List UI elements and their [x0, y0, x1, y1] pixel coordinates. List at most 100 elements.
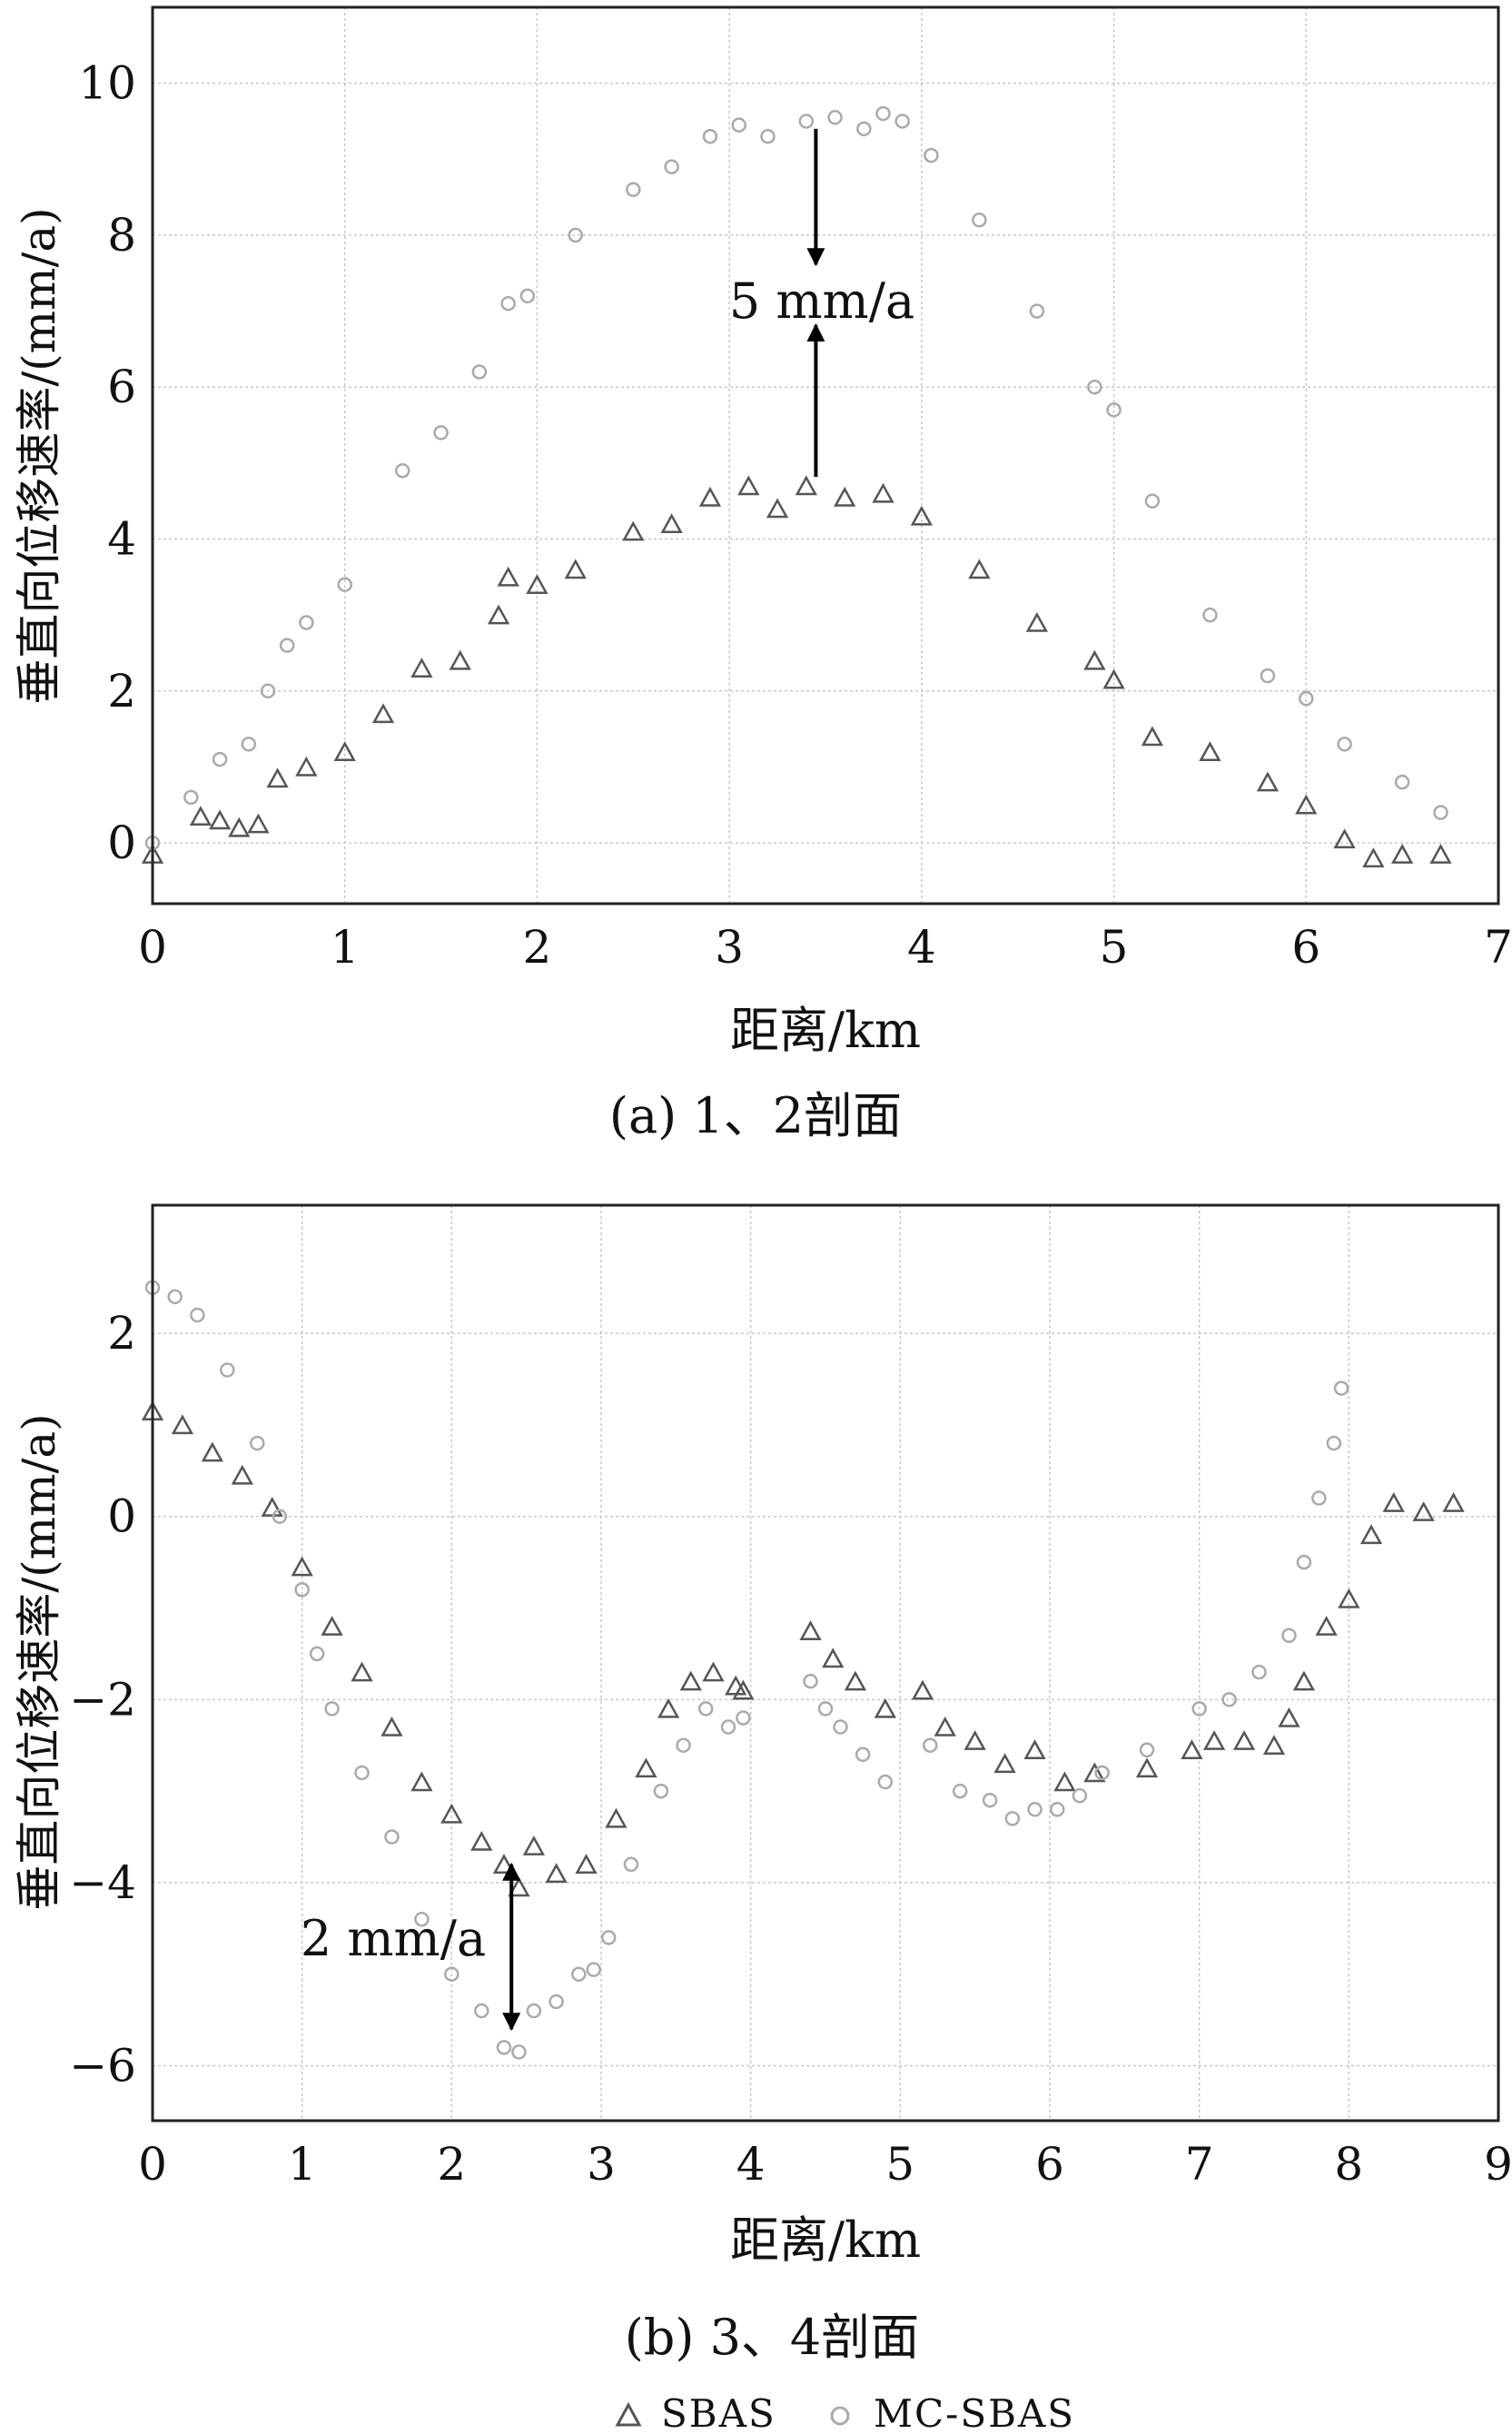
sbas-point: [732, 1679, 755, 1700]
mc-sbas-point: [1139, 1742, 1155, 1758]
chart-a-caption: (a) 1、2剖面: [609, 1087, 902, 1144]
sbas-point: [247, 813, 270, 834]
mc-sbas-point: [827, 110, 843, 125]
y-tick-label: 10: [78, 57, 136, 110]
x-tick-label: 2: [523, 921, 552, 974]
chart-b-x-axis-label: 距离/km: [730, 2211, 921, 2269]
sbas-point: [410, 658, 433, 678]
mc-sbas-point: [526, 2003, 542, 2019]
chart-b-plot-frame: [151, 1203, 1500, 2122]
y-tick-label: 8: [107, 209, 136, 262]
sbas-point: [1278, 1707, 1300, 1727]
x-tick-label: 5: [885, 2138, 914, 2191]
mc-sbas-point: [324, 1701, 340, 1717]
sbas-point: [189, 806, 212, 826]
mc-sbas-point: [803, 1673, 818, 1689]
sbas-point: [497, 566, 519, 587]
sbas-point: [1141, 726, 1164, 747]
sbas-point: [1292, 1670, 1316, 1691]
mc-sbas-point: [698, 1701, 714, 1717]
sbas-point: [564, 559, 587, 579]
mc-sbas-point: [875, 105, 891, 122]
mc-sbas-point: [600, 1930, 617, 1945]
mc-sbas-point: [833, 1719, 848, 1735]
sbas-point: [1203, 1730, 1226, 1750]
mc-sbas-point: [1281, 1628, 1297, 1644]
sbas-point: [1295, 794, 1318, 815]
sbas-point: [575, 1854, 598, 1875]
mc-sbas-point: [1251, 1664, 1267, 1680]
mc-sbas-point: [394, 462, 410, 479]
sbas-point: [1333, 828, 1356, 849]
mc-sbas-point: [337, 577, 352, 592]
sbas-point: [1391, 844, 1414, 864]
sbas-point: [1135, 1757, 1159, 1778]
sbas-point: [679, 1670, 702, 1691]
y-tick-label: 2: [107, 665, 136, 717]
chart-b-annotation-label: 2 mm/a: [301, 1910, 486, 1967]
sbas-point: [1442, 1492, 1465, 1512]
legend: SBAS MC-SBAS: [615, 2391, 1073, 2434]
x-tick-label: 1: [331, 921, 360, 974]
sbas-point: [295, 756, 318, 777]
x-tick-label: 0: [138, 2138, 167, 2191]
sbas-point: [1338, 1588, 1360, 1608]
mc-sbas-point: [1299, 690, 1314, 707]
mc-sbas-point: [568, 227, 584, 243]
mc-sbas-point: [511, 2044, 527, 2060]
mc-sbas-point: [1191, 1701, 1207, 1717]
mc-sbas-point: [1029, 303, 1045, 319]
mc-sbas-point: [1004, 1811, 1021, 1826]
sbas-point: [834, 486, 856, 507]
mc-sbas-point: [414, 1911, 430, 1927]
mc-sbas-point: [1027, 1802, 1043, 1817]
mc-sbas-point: [548, 1994, 564, 2010]
sbas-point: [993, 1753, 1016, 1774]
sbas-point: [622, 520, 645, 541]
mc-sbas-point: [982, 1792, 998, 1808]
mc-sbas-point: [1326, 1435, 1342, 1451]
sbas-point: [660, 513, 683, 534]
mc-sbas-point: [720, 1719, 736, 1735]
sbas-point: [201, 1441, 223, 1462]
sbas-point: [635, 1757, 657, 1778]
mc-sbas-point: [212, 751, 228, 767]
chart-a-grid: [153, 7, 1498, 904]
mc-sbas-point: [309, 1646, 325, 1662]
mc-sbas-point: [1311, 1490, 1327, 1506]
sbas-point: [934, 1716, 956, 1736]
x-tick-label: 6: [1291, 921, 1320, 974]
mc-sbas-point: [731, 117, 746, 133]
sbas-point: [799, 1620, 822, 1640]
sbas-point: [351, 1661, 373, 1682]
sbas-point: [266, 767, 289, 788]
sbas-point: [508, 1876, 530, 1897]
mc-sbas-point: [500, 295, 516, 312]
sbas-point: [321, 1616, 343, 1636]
mc-sbas-point: [571, 1966, 587, 1982]
legend-sbas-marker: [615, 2401, 642, 2427]
sbas-point: [261, 1497, 283, 1517]
mc-sbas-point: [519, 288, 536, 304]
sbas-point: [1083, 1762, 1106, 1783]
sbas-point: [874, 1697, 896, 1718]
mc-sbas-point: [1337, 737, 1352, 752]
mc-sbas-point: [1094, 1765, 1110, 1781]
x-tick-label: 4: [907, 921, 936, 974]
mc-sbas-point: [894, 114, 910, 129]
sbas-point: [208, 809, 232, 830]
mc-sbas-point: [856, 121, 872, 137]
sbas-point: [410, 1771, 433, 1792]
x-tick-label: 9: [1484, 2138, 1512, 2191]
sbas-point: [844, 1670, 867, 1691]
sbas-point: [964, 1730, 986, 1750]
mc-sbas-point: [623, 1856, 639, 1873]
mc-sbas-point: [1202, 607, 1218, 623]
sbas-point: [1232, 1730, 1256, 1750]
chart-a-plot-frame: [151, 5, 1500, 905]
y-tick-label: 2: [107, 1307, 136, 1360]
x-tick-label: 7: [1484, 921, 1512, 974]
sbas-point: [380, 1716, 403, 1736]
mc-sbas-point: [354, 1765, 370, 1781]
